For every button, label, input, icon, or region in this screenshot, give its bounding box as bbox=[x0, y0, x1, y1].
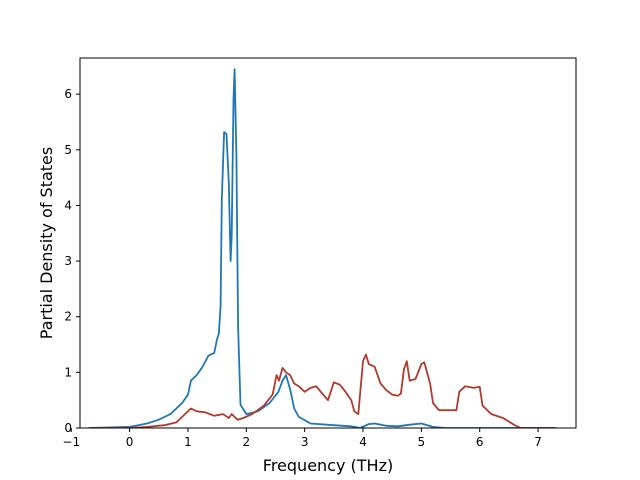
x-tick-label: −1 bbox=[62, 435, 80, 449]
x-tick-label: 3 bbox=[301, 435, 309, 449]
x-tick-label: 7 bbox=[534, 435, 542, 449]
x-tick-label: 5 bbox=[418, 435, 426, 449]
y-tick-label: 4 bbox=[64, 198, 72, 212]
y-tick-label: 3 bbox=[64, 254, 72, 268]
y-axis: 0 1 2 3 4 5 6 bbox=[64, 87, 80, 435]
x-axis-label: Frequency (THz) bbox=[263, 456, 393, 475]
y-tick-label: 2 bbox=[64, 310, 72, 324]
x-axis: −1 0 1 2 3 4 5 6 7 bbox=[62, 428, 542, 449]
x-tick-label: 4 bbox=[359, 435, 367, 449]
y-tick-label: 0 bbox=[64, 421, 72, 435]
series-layer bbox=[88, 68, 556, 428]
x-tick-label: 2 bbox=[242, 435, 250, 449]
y-tick-label: 1 bbox=[64, 365, 72, 379]
series-line-1 bbox=[88, 68, 556, 428]
plot-frame bbox=[79, 57, 577, 429]
x-tick-label: 1 bbox=[184, 435, 192, 449]
y-tick-label: 6 bbox=[64, 87, 72, 101]
x-tick-label: 0 bbox=[126, 435, 134, 449]
series-line-2 bbox=[88, 353, 556, 428]
y-tick-label: 5 bbox=[64, 143, 72, 157]
y-axis-label: Partial Density of States bbox=[37, 147, 56, 339]
x-tick-label: 6 bbox=[476, 435, 484, 449]
